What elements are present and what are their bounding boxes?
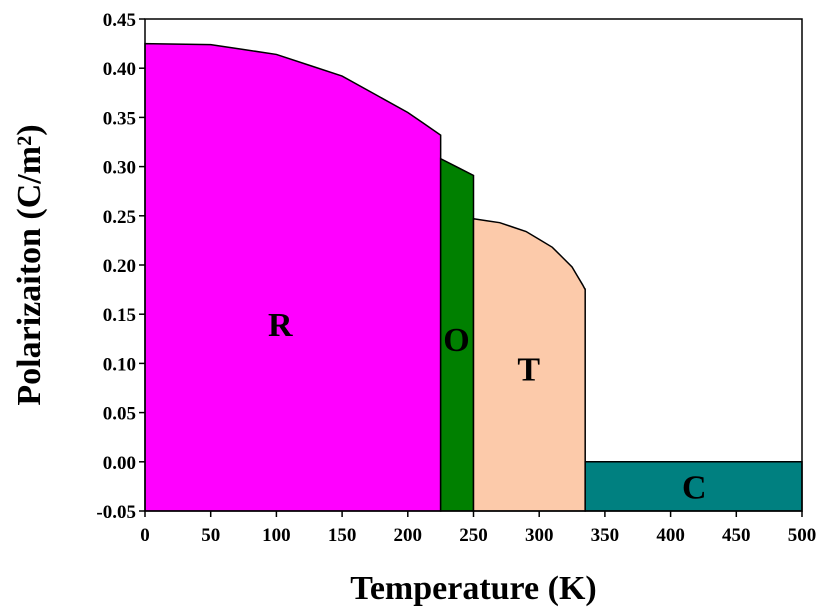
y-tick-label: 0.00 <box>103 453 136 474</box>
y-tick-label: 0.30 <box>103 158 136 179</box>
x-tick-label: 350 <box>591 525 620 546</box>
y-tick-label: 0.10 <box>103 354 136 375</box>
phase-regions <box>144 42 803 512</box>
x-tick-label: 200 <box>394 525 423 546</box>
region-label-o: O <box>443 322 469 359</box>
x-axis-title: Temperature (K) <box>350 570 596 607</box>
x-tick-label: 0 <box>140 525 150 546</box>
x-tick-label: 50 <box>201 525 220 546</box>
y-tick-label: 0.45 <box>103 10 136 31</box>
y-tick-label: 0.25 <box>103 207 136 228</box>
y-tick-label: -0.05 <box>96 502 136 523</box>
y-tick-label: 0.40 <box>103 59 136 80</box>
region-label-c: C <box>682 469 707 506</box>
y-tick-label: 0.35 <box>103 108 136 129</box>
x-tick-label: 250 <box>459 525 488 546</box>
region-label-r: R <box>268 307 293 344</box>
y-axis-title: Polarizaiton (C/m²) <box>11 124 48 405</box>
phase-region-t <box>472 217 586 512</box>
region-labels: R O T C <box>268 307 706 506</box>
x-tick-label: 400 <box>656 525 685 546</box>
y-axis-ticks: -0.05 0.00 0.05 0.10 0.15 0.20 0.25 0.30 0.35 0.4… <box>96 10 145 523</box>
x-tick-label: 450 <box>722 525 751 546</box>
y-tick-label: 0.20 <box>103 256 136 277</box>
phase-region-r <box>144 42 442 512</box>
y-tick-label: 0.15 <box>103 305 136 326</box>
x-tick-label: 300 <box>525 525 554 546</box>
phase-region-o <box>439 157 475 512</box>
x-axis-ticks: 0 50 100 150 200 250 300 350 400 450 500 <box>140 511 816 546</box>
y-tick-label: 0.05 <box>103 404 136 425</box>
x-tick-label: 150 <box>328 525 357 546</box>
phase-region-c <box>584 461 803 512</box>
x-tick-label: 500 <box>788 525 817 546</box>
region-label-t: T <box>517 351 540 388</box>
x-tick-label: 100 <box>262 525 291 546</box>
